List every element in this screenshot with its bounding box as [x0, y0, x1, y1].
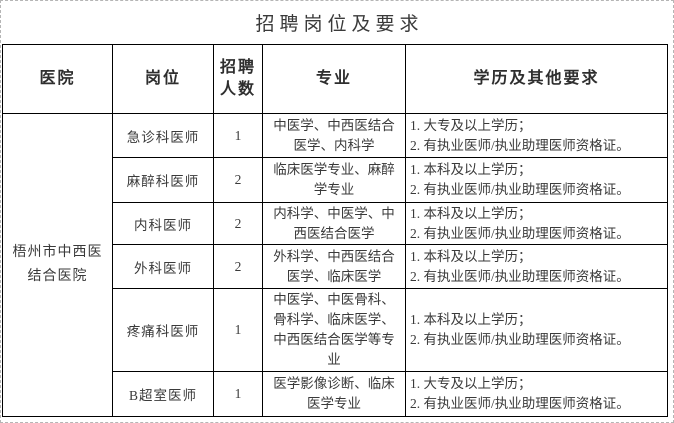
major-cell: 中医学、中西医结合医学、内科学 [262, 113, 406, 158]
requirement-line: 1. 本科及以上学历； [410, 205, 532, 221]
table-row: B超室医师 1 医学影像诊断、临床医学专业 1. 大专及以上学历； 2. 有执业… [3, 371, 668, 417]
requirement-line: 2. 有执业医师/执业助理医师资格证。 [410, 332, 630, 347]
count-cell: 2 [213, 157, 263, 203]
count-cell: 2 [213, 202, 263, 245]
count-cell: 1 [213, 288, 263, 372]
major-cell: 内科学、中医学、中西医结合医学 [262, 202, 406, 245]
table-row: 疼痛科医师 1 中医学、中医骨科、骨科学、临床医学、中西医结合医学等专业 1. … [3, 288, 668, 372]
requirement-line: 1. 本科及以上学历； [410, 248, 532, 264]
table-row: 外科医师 2 外科学、中西医结合医学、临床医学 1. 本科及以上学历； 2. 有… [3, 244, 668, 289]
requirements-cell: 1. 本科及以上学历； 2. 有执业医师/执业助理医师资格证。 [405, 157, 668, 203]
position-cell: 外科医师 [112, 244, 214, 289]
requirements-cell: 1. 本科及以上学历； 2. 有执业医师/执业助理医师资格证。 [405, 288, 668, 372]
requirements-cell: 1. 本科及以上学历； 2. 有执业医师/执业助理医师资格证。 [405, 244, 668, 289]
header-hospital: 医院 [2, 44, 113, 114]
requirement-line: 2. 有执业医师/执业助理医师资格证。 [410, 137, 630, 153]
major-cell: 外科学、中西医结合医学、临床医学 [262, 244, 406, 289]
requirement-line: 1. 本科及以上学历； [410, 162, 532, 177]
requirement-line: 1. 本科及以上学历； [410, 312, 532, 327]
position-cell: 麻醉科医师 [112, 157, 214, 203]
major-cell: 临床医学专业、麻醉学专业 [262, 157, 406, 203]
header-requirements: 学历及其他要求 [405, 44, 668, 114]
table-row: 内科医师 2 内科学、中医学、中西医结合医学 1. 本科及以上学历； 2. 有执… [3, 202, 668, 245]
requirement-line: 2. 有执业医师/执业助理医师资格证。 [410, 182, 630, 197]
requirements-cell: 1. 大专及以上学历； 2. 有执业医师/执业助理医师资格证。 [405, 113, 668, 158]
major-cell: 中医学、中医骨科、骨科学、临床医学、中西医结合医学等专业 [262, 288, 406, 372]
position-cell: 急诊科医师 [112, 113, 214, 158]
table-row: 麻醉科医师 2 临床医学专业、麻醉学专业 1. 本科及以上学历； 2. 有执业医… [3, 157, 668, 203]
header-count: 招聘人数 [213, 44, 263, 114]
requirement-line: 2. 有执业医师/执业助理医师资格证。 [410, 396, 630, 411]
requirement-line: 1. 大专及以上学历； [410, 117, 532, 133]
major-cell: 医学影像诊断、临床医学专业 [262, 371, 406, 417]
position-cell: B超室医师 [112, 371, 214, 417]
page-title: 招聘岗位及要求 [255, 14, 424, 35]
header-position: 岗位 [112, 44, 214, 114]
header-major: 专业 [262, 44, 406, 114]
hospital-name-cell: 梧州市中西医结合医院 [2, 113, 113, 417]
count-cell: 1 [213, 371, 263, 417]
position-cell: 疼痛科医师 [112, 288, 214, 372]
position-cell: 内科医师 [112, 202, 214, 245]
count-cell: 1 [213, 113, 263, 158]
requirements-cell: 1. 大专及以上学历； 2. 有执业医师/执业助理医师资格证。 [405, 371, 668, 417]
requirement-line: 2. 有执业医师/执业助理医师资格证。 [410, 225, 630, 241]
count-cell: 2 [213, 244, 263, 289]
requirements-cell: 1. 本科及以上学历； 2. 有执业医师/执业助理医师资格证。 [405, 202, 668, 245]
table-header-row: 医院 岗位 招聘人数 专业 学历及其他要求 [2, 44, 668, 114]
requirement-line: 2. 有执业医师/执业助理医师资格证。 [410, 268, 630, 284]
table-row: 梧州市中西医结合医院 急诊科医师 1 中医学、中西医结合医学、内科学 1. 大专… [2, 113, 668, 417]
recruitment-table: 医院 岗位 招聘人数 专业 学历及其他要求 梧州市中西医结合医院 急诊科医师 1… [2, 44, 668, 417]
requirement-line: 1. 大专及以上学历； [410, 376, 532, 391]
